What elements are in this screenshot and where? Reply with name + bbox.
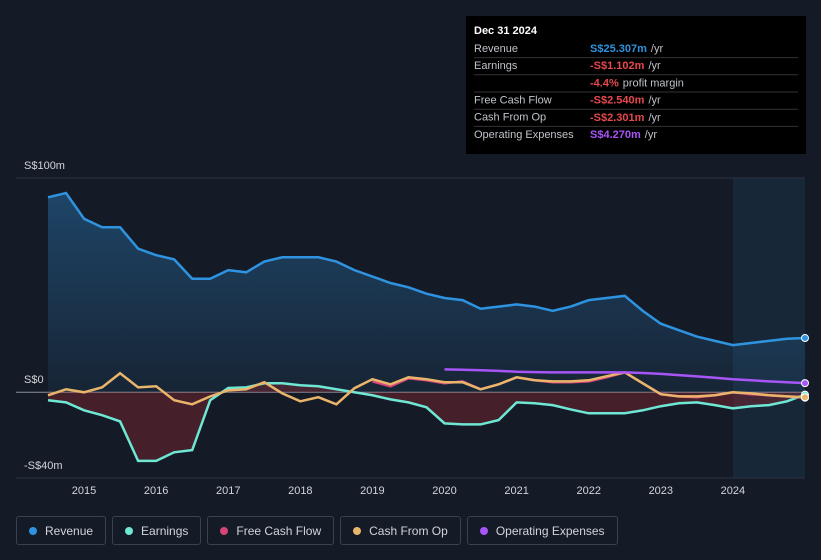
x-tick-label: 2017: [216, 485, 240, 497]
area: [48, 383, 805, 461]
legend-swatch: [479, 526, 488, 535]
tooltip-unit: /yr: [645, 129, 658, 141]
legend-label: Revenue: [45, 523, 94, 538]
legend-label: Operating Expenses: [495, 523, 605, 538]
tooltip: Dec 31 2024 Revenue S$25.307m/yr Earnings -…: [466, 16, 806, 154]
tooltip-box: [466, 16, 806, 154]
line: [47, 191, 806, 347]
tooltip-value: -4.4% profit margin: [590, 77, 684, 89]
tooltip-unit: /yr: [648, 112, 661, 124]
future-band: [733, 178, 805, 478]
tooltip-label: Operating Expenses: [474, 129, 574, 141]
legend-swatch: [125, 526, 134, 535]
x-tick-label: 2020: [432, 485, 456, 497]
y-tick-label: -S$40m: [24, 460, 63, 472]
legend-swatch: [220, 526, 229, 535]
x-tick-label: 2019: [360, 485, 384, 497]
tooltip-value: S$25.307m/yr: [590, 43, 663, 55]
x-tick-label: 2023: [649, 485, 673, 497]
tooltip-label: Free Cash Flow: [474, 95, 552, 107]
legend-item[interactable]: Free Cash Flow: [207, 516, 335, 545]
area: [48, 193, 805, 393]
end-dot: [801, 379, 809, 388]
tooltip-title: Dec 31 2024: [474, 25, 538, 37]
legend-item[interactable]: Operating Expenses: [466, 516, 618, 545]
tooltip-unit: /yr: [651, 43, 664, 55]
tooltip-value-text: S$4.270m: [590, 129, 641, 141]
x-tick-label: 2022: [576, 485, 600, 497]
x-tick-label: 2016: [144, 485, 168, 497]
tooltip-value-text: -4.4%: [590, 77, 619, 89]
tooltip-unit: /yr: [648, 60, 661, 72]
legend-item[interactable]: Revenue: [16, 516, 107, 545]
legend-swatch: [353, 526, 362, 535]
line: [444, 368, 806, 385]
tooltip-value-text: S$25.307m: [590, 43, 647, 55]
line: [47, 382, 806, 463]
tooltip-label: Revenue: [474, 43, 518, 55]
x-tick-label: 2018: [288, 485, 312, 497]
legend-item[interactable]: Earnings: [112, 516, 202, 545]
line: [47, 371, 806, 406]
legend: Revenue Earnings Free Cash Flow Cash From O…: [16, 516, 618, 545]
tooltip-label: Cash From Op: [474, 112, 546, 124]
tooltip-unit: /yr: [648, 95, 661, 107]
end-dot: [801, 393, 809, 402]
tooltip-value-text: -S$2.540m: [590, 95, 645, 107]
chart: Dec 31 2024 Revenue S$25.307m/yr Earnings -…: [16, 16, 809, 497]
tooltip-label: Earnings: [474, 60, 518, 72]
y-tick-label: S$100m: [24, 160, 65, 172]
x-tick-label: 2021: [504, 485, 528, 497]
legend-label: Free Cash Flow: [236, 523, 322, 538]
legend-swatch: [29, 526, 37, 535]
tooltip-value-text: -S$1.102m: [590, 60, 645, 72]
y-tick-label: S$0: [24, 374, 44, 386]
tooltip-value: -S$2.540m/yr: [590, 95, 661, 107]
tooltip-unit: profit margin: [623, 77, 684, 89]
x-tick-label: 2015: [72, 485, 96, 497]
tooltip-value-text: -S$2.301m: [590, 112, 645, 124]
legend-item[interactable]: Cash From Op: [340, 516, 461, 545]
tooltip-value: -S$2.301m/yr: [590, 112, 661, 124]
end-dot: [801, 334, 809, 343]
legend-label: Earnings: [141, 523, 189, 538]
tooltip-value: S$4.270m/yr: [590, 129, 657, 141]
legend-label: Cash From Op: [369, 523, 448, 538]
x-tick-label: 2024: [721, 485, 745, 497]
tooltip-value: -S$1.102m/yr: [590, 60, 661, 72]
